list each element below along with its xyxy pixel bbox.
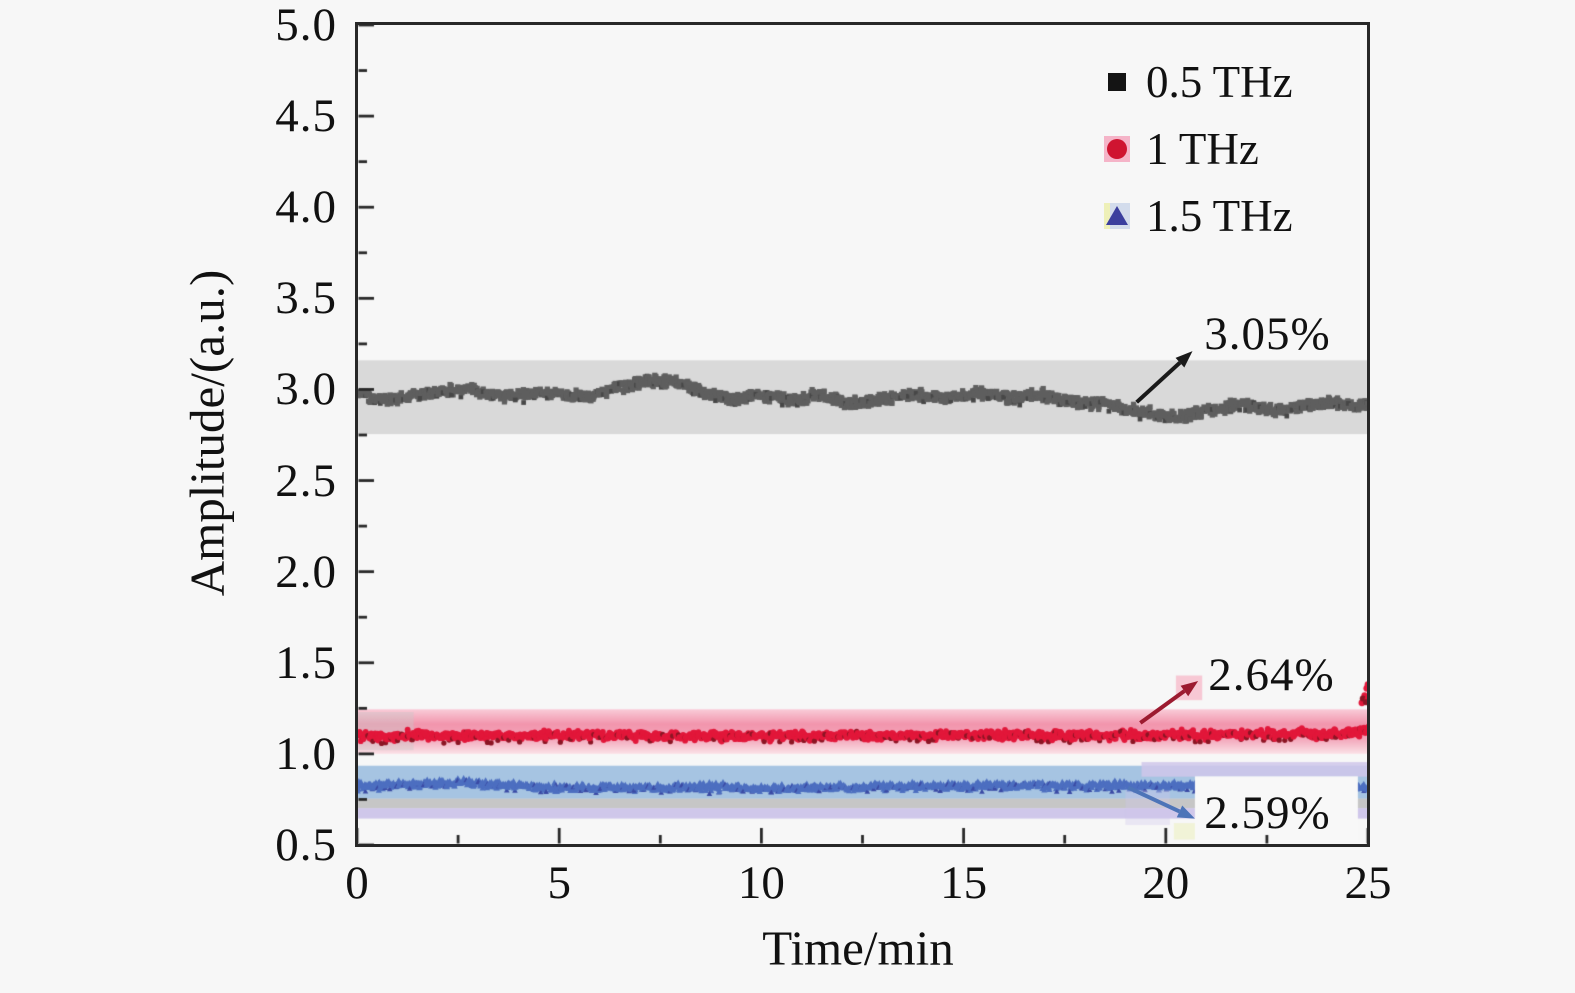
x-tick-label: 5 [547,857,571,909]
x-tick-label: 10 [737,857,785,909]
y-tick-label: 1.0 [275,727,337,780]
y-tick-label: 4.5 [275,90,337,143]
x-tick-label: 25 [1344,857,1392,909]
y-tick-label: 2.5 [275,454,337,507]
y-tick-label: 0.5 [275,819,337,871]
x-axis-title: Time/min [762,920,954,976]
triangle-marker-icon [1098,201,1138,231]
legend: 0.5 THz 1 THz 1.5 THz [1098,48,1293,249]
fluctuation-label-0-5thz: 3.05% [1204,307,1331,360]
chart-canvas [357,25,1368,845]
y-tick-label: 3.0 [275,363,337,416]
legend-label: 0.5 THz [1146,56,1293,107]
legend-label: 1.5 THz [1146,190,1293,241]
x-tick-label: 15 [940,857,988,909]
y-tick-label: 1.5 [275,636,337,689]
legend-label: 1 THz [1146,123,1259,174]
y-tick-label: 3.5 [275,272,337,325]
x-tick-label: 20 [1142,857,1190,909]
legend-item-0-5thz: 0.5 THz [1098,48,1293,115]
y-tick-label: 4.0 [275,181,337,234]
circle-marker-icon [1098,134,1138,164]
fluctuation-label-1-5thz: 2.59% [1204,787,1331,840]
y-tick-label: 5.0 [275,0,337,51]
y-tick-label: 2.0 [275,545,337,598]
fluctuation-label-1thz: 2.64% [1208,648,1335,701]
legend-item-1-5thz: 1.5 THz [1098,182,1293,249]
legend-item-1thz: 1 THz [1098,115,1293,182]
x-tick-label: 0 [345,857,369,909]
square-marker-icon [1098,67,1138,97]
